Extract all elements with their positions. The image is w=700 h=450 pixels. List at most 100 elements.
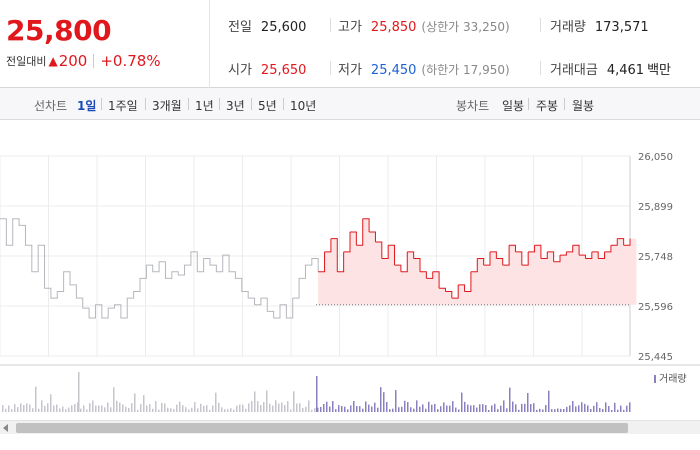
volume-bar [575, 406, 577, 412]
volume-bar [389, 409, 391, 412]
volume-bar [521, 403, 523, 412]
volume-bar [458, 409, 460, 412]
scrollbar-thumb[interactable] [16, 423, 628, 433]
volume-bar [311, 409, 313, 412]
change-row: 전일대비 ▲ 200 +0.78% [6, 52, 161, 70]
volume-bar [446, 405, 448, 412]
scroll-left-icon[interactable] [3, 424, 8, 432]
current-price: 25,800 [6, 14, 112, 47]
volume-legend-label: 거래량 [659, 373, 687, 385]
volume-bar [476, 407, 478, 412]
volume-bar [179, 401, 181, 412]
volume-bar [134, 393, 136, 412]
volume-bar [257, 401, 259, 412]
today-series-segment [579, 254, 586, 259]
volume-bar [569, 405, 571, 412]
period-5y[interactable]: 5년 [258, 99, 277, 113]
today-series-segment [521, 251, 529, 266]
divider [219, 98, 220, 110]
amount-cell: 거래대금 4,461 백만 [550, 59, 671, 78]
volume-bar [536, 409, 538, 412]
divider [251, 98, 252, 110]
period-1w[interactable]: 1주일 [108, 99, 138, 113]
chart-scrollbar[interactable] [0, 420, 700, 434]
volume-label: 거래량 [550, 20, 586, 35]
volume-bar [401, 406, 403, 412]
volume-bar [515, 404, 517, 412]
today-series-segment [356, 218, 364, 246]
volume-bar [467, 404, 469, 412]
volume-bar [290, 409, 292, 412]
volume-bar [392, 408, 394, 412]
volume-bar [596, 402, 598, 412]
period-3y[interactable]: 3년 [226, 99, 245, 113]
change-label: 전일대비 [6, 55, 47, 68]
volume-bar [62, 406, 64, 412]
volume-bar [233, 409, 235, 412]
volume-bar [2, 405, 4, 412]
volume-bar [338, 405, 340, 412]
divider [283, 98, 284, 110]
volume-bar [323, 404, 325, 412]
candle-daily[interactable]: 일봉 [502, 99, 525, 113]
volume-bar [230, 408, 232, 412]
volume-bar [203, 405, 205, 412]
candle-weekly[interactable]: 주봉 [536, 99, 559, 113]
volume-bar [71, 405, 73, 412]
today-series-segment [566, 245, 574, 253]
today-series-segment [343, 232, 351, 253]
prev-close-label: 전일 [228, 20, 252, 35]
volume-bar [269, 403, 271, 412]
volume-bar [5, 408, 7, 412]
today-series-segment [572, 244, 580, 256]
volume-bar [68, 407, 70, 412]
today-series-segment [445, 291, 453, 299]
volume-bar [284, 404, 286, 412]
period-10y[interactable]: 10년 [290, 99, 317, 113]
period-3m[interactable]: 3개월 [152, 99, 182, 113]
today-series-segment [490, 251, 497, 259]
today-series-segment [337, 251, 345, 273]
today-series-segment [330, 238, 338, 272]
volume-bar [350, 405, 352, 412]
volume-bar [89, 403, 91, 412]
today-series-segment [470, 258, 478, 273]
today-series-segment [394, 264, 402, 272]
divider [528, 98, 529, 110]
volume-bar [209, 409, 211, 412]
volume-value: 173,571 [594, 20, 649, 35]
volume-bar [581, 402, 583, 412]
volume-bar [566, 406, 568, 412]
volume-bar [611, 409, 613, 412]
volume-bar [428, 401, 430, 412]
volume-bar [236, 405, 238, 412]
volume-bar [377, 407, 379, 412]
period-1y[interactable]: 1년 [195, 99, 214, 113]
low-cell: 저가 25,450 (하한가 17,950) [338, 59, 510, 78]
volume-bar [173, 409, 175, 412]
volume-bar [188, 409, 190, 412]
volume-bar [8, 405, 10, 412]
volume-bar [335, 409, 337, 412]
volume-bar [584, 403, 586, 412]
volume-bar [491, 405, 493, 412]
volume-bar [215, 392, 217, 412]
volume-bar [164, 403, 166, 412]
volume-bar [128, 407, 130, 412]
high-cell: 고가 25,850 (상한가 33,250) [338, 16, 510, 35]
volume-bar [608, 406, 610, 412]
volume-bar [251, 400, 253, 412]
volume-bar [119, 402, 121, 412]
volume-bar [344, 406, 346, 412]
candle-monthly[interactable]: 월봉 [572, 99, 595, 113]
volume-bar [533, 403, 535, 412]
volume-bar [59, 408, 61, 412]
volume-bar [599, 407, 601, 412]
period-1d[interactable]: 1일 [77, 99, 97, 113]
today-series-segment [388, 244, 396, 266]
volume-bar [248, 403, 250, 412]
volume-bar [254, 391, 256, 412]
volume-bar [197, 408, 199, 412]
volume-bar [437, 409, 439, 412]
volume-bar [530, 404, 532, 412]
